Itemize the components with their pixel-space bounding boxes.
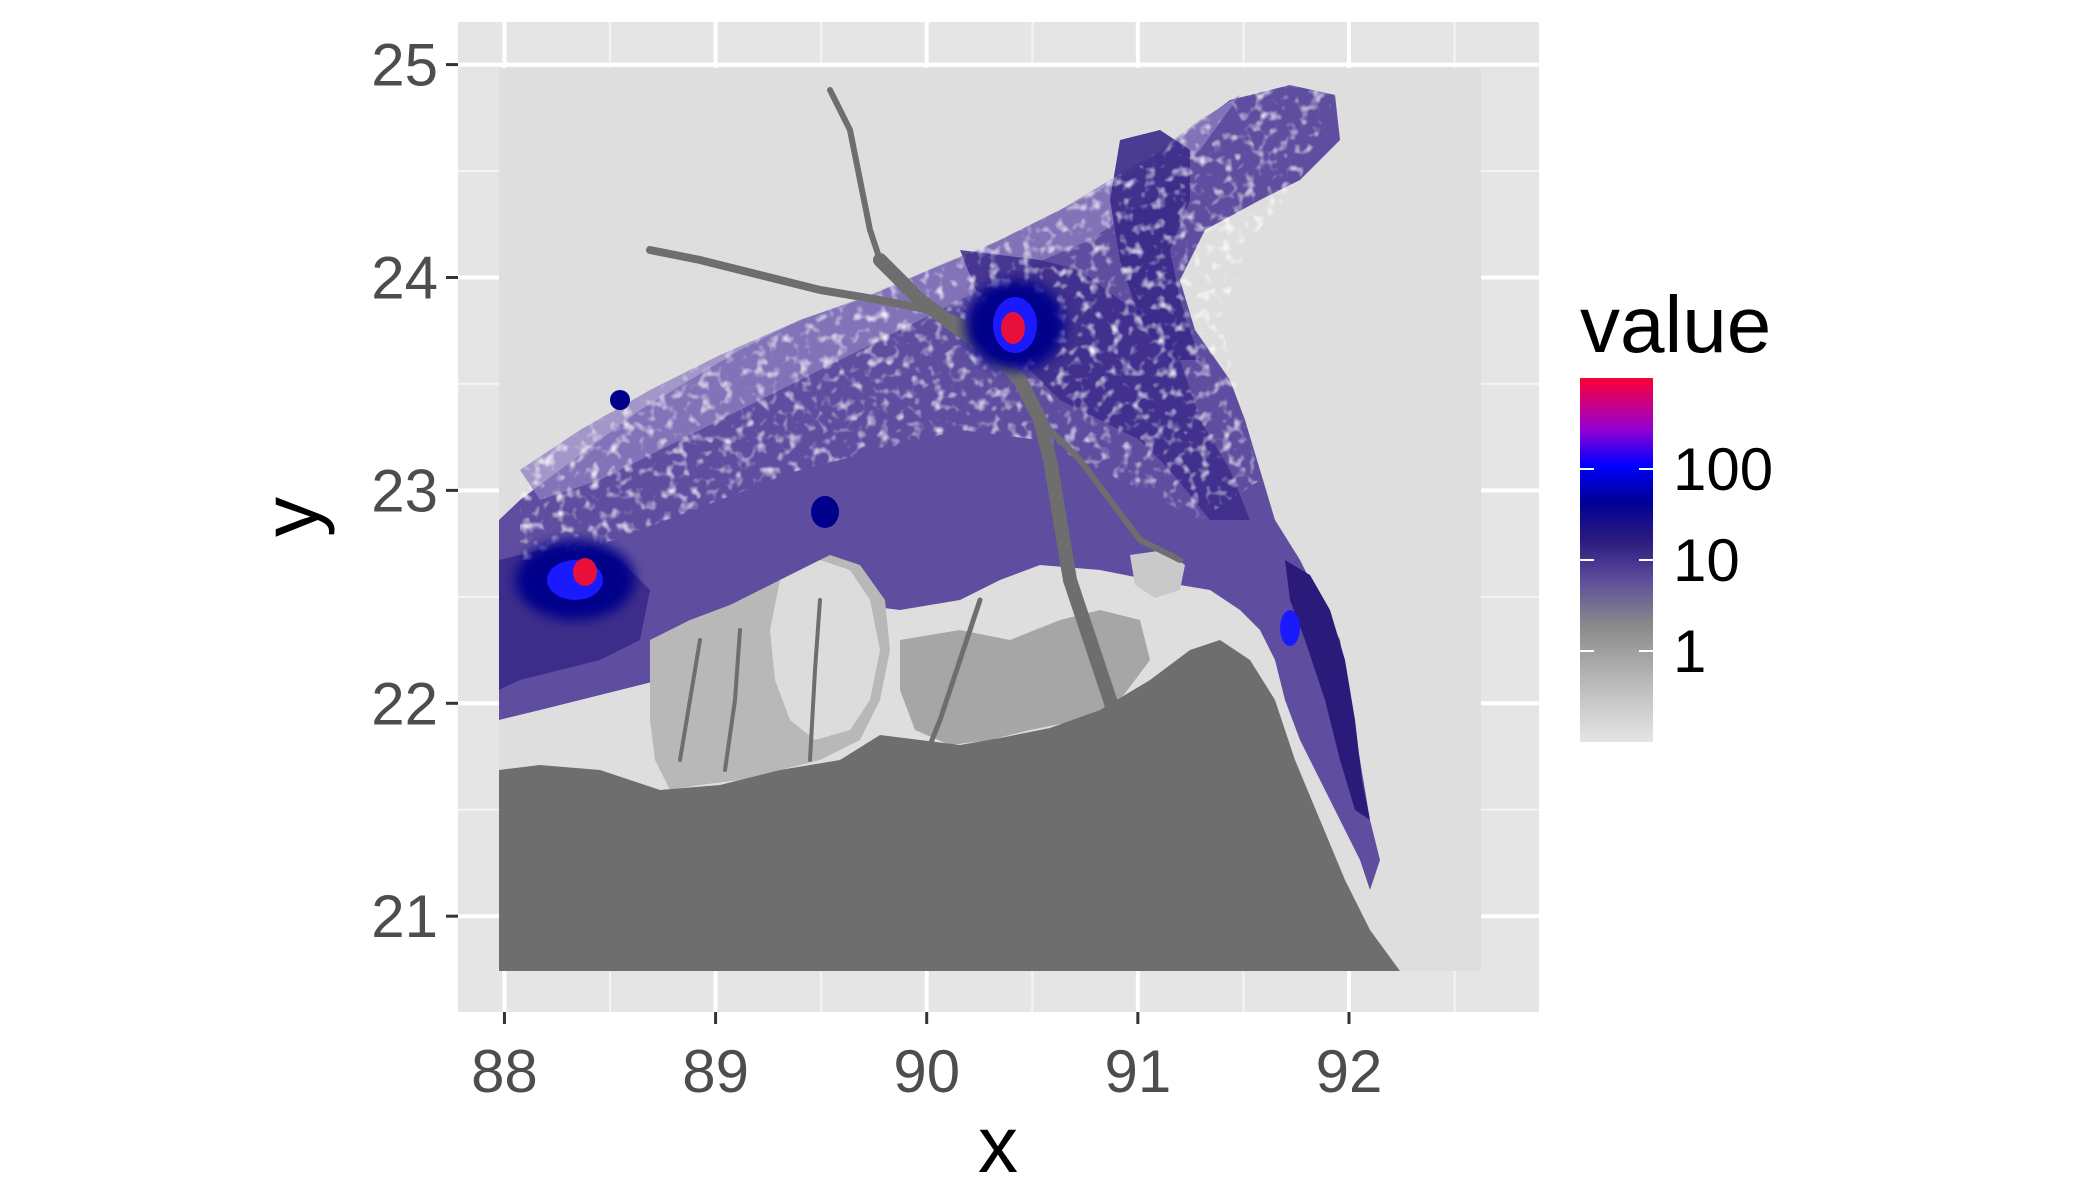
- legend-title: value: [1580, 280, 1771, 369]
- rivers: [646, 87, 1183, 777]
- land-speckle: [520, 85, 1335, 560]
- x-tick-label: 90: [893, 1038, 960, 1105]
- y-tick-label: 23: [371, 457, 438, 524]
- delta-lowest-region: [770, 560, 880, 740]
- y-tick-label: 22: [371, 670, 438, 737]
- legend-label: 10: [1673, 527, 1740, 594]
- y-axis-title: y: [246, 497, 335, 537]
- y-tick-label: 21: [371, 883, 438, 950]
- y-tick-label: 24: [371, 244, 438, 311]
- y-axis: 21 22 23 24 25: [371, 32, 458, 950]
- legend-label: 1: [1673, 618, 1706, 685]
- x-tick-label: 88: [471, 1038, 538, 1105]
- coastal-strip: [1285, 560, 1370, 820]
- legend-label: 100: [1673, 436, 1773, 503]
- x-axis-title: x: [978, 1100, 1018, 1189]
- hotspots: [515, 280, 1300, 646]
- x-tick-label: 91: [1104, 1038, 1171, 1105]
- legend-ticks: 1 10 100: [1580, 436, 1773, 685]
- offshore-island: [1130, 550, 1185, 598]
- x-axis: 88 89 90 91 92: [471, 1012, 1382, 1105]
- raster-map: [499, 68, 1481, 971]
- legend: value 1 10 100: [1580, 280, 1773, 742]
- x-tick-label: 89: [682, 1038, 749, 1105]
- sea: [499, 640, 1400, 971]
- x-tick-label: 92: [1316, 1038, 1383, 1105]
- y-tick-label: 25: [371, 32, 438, 99]
